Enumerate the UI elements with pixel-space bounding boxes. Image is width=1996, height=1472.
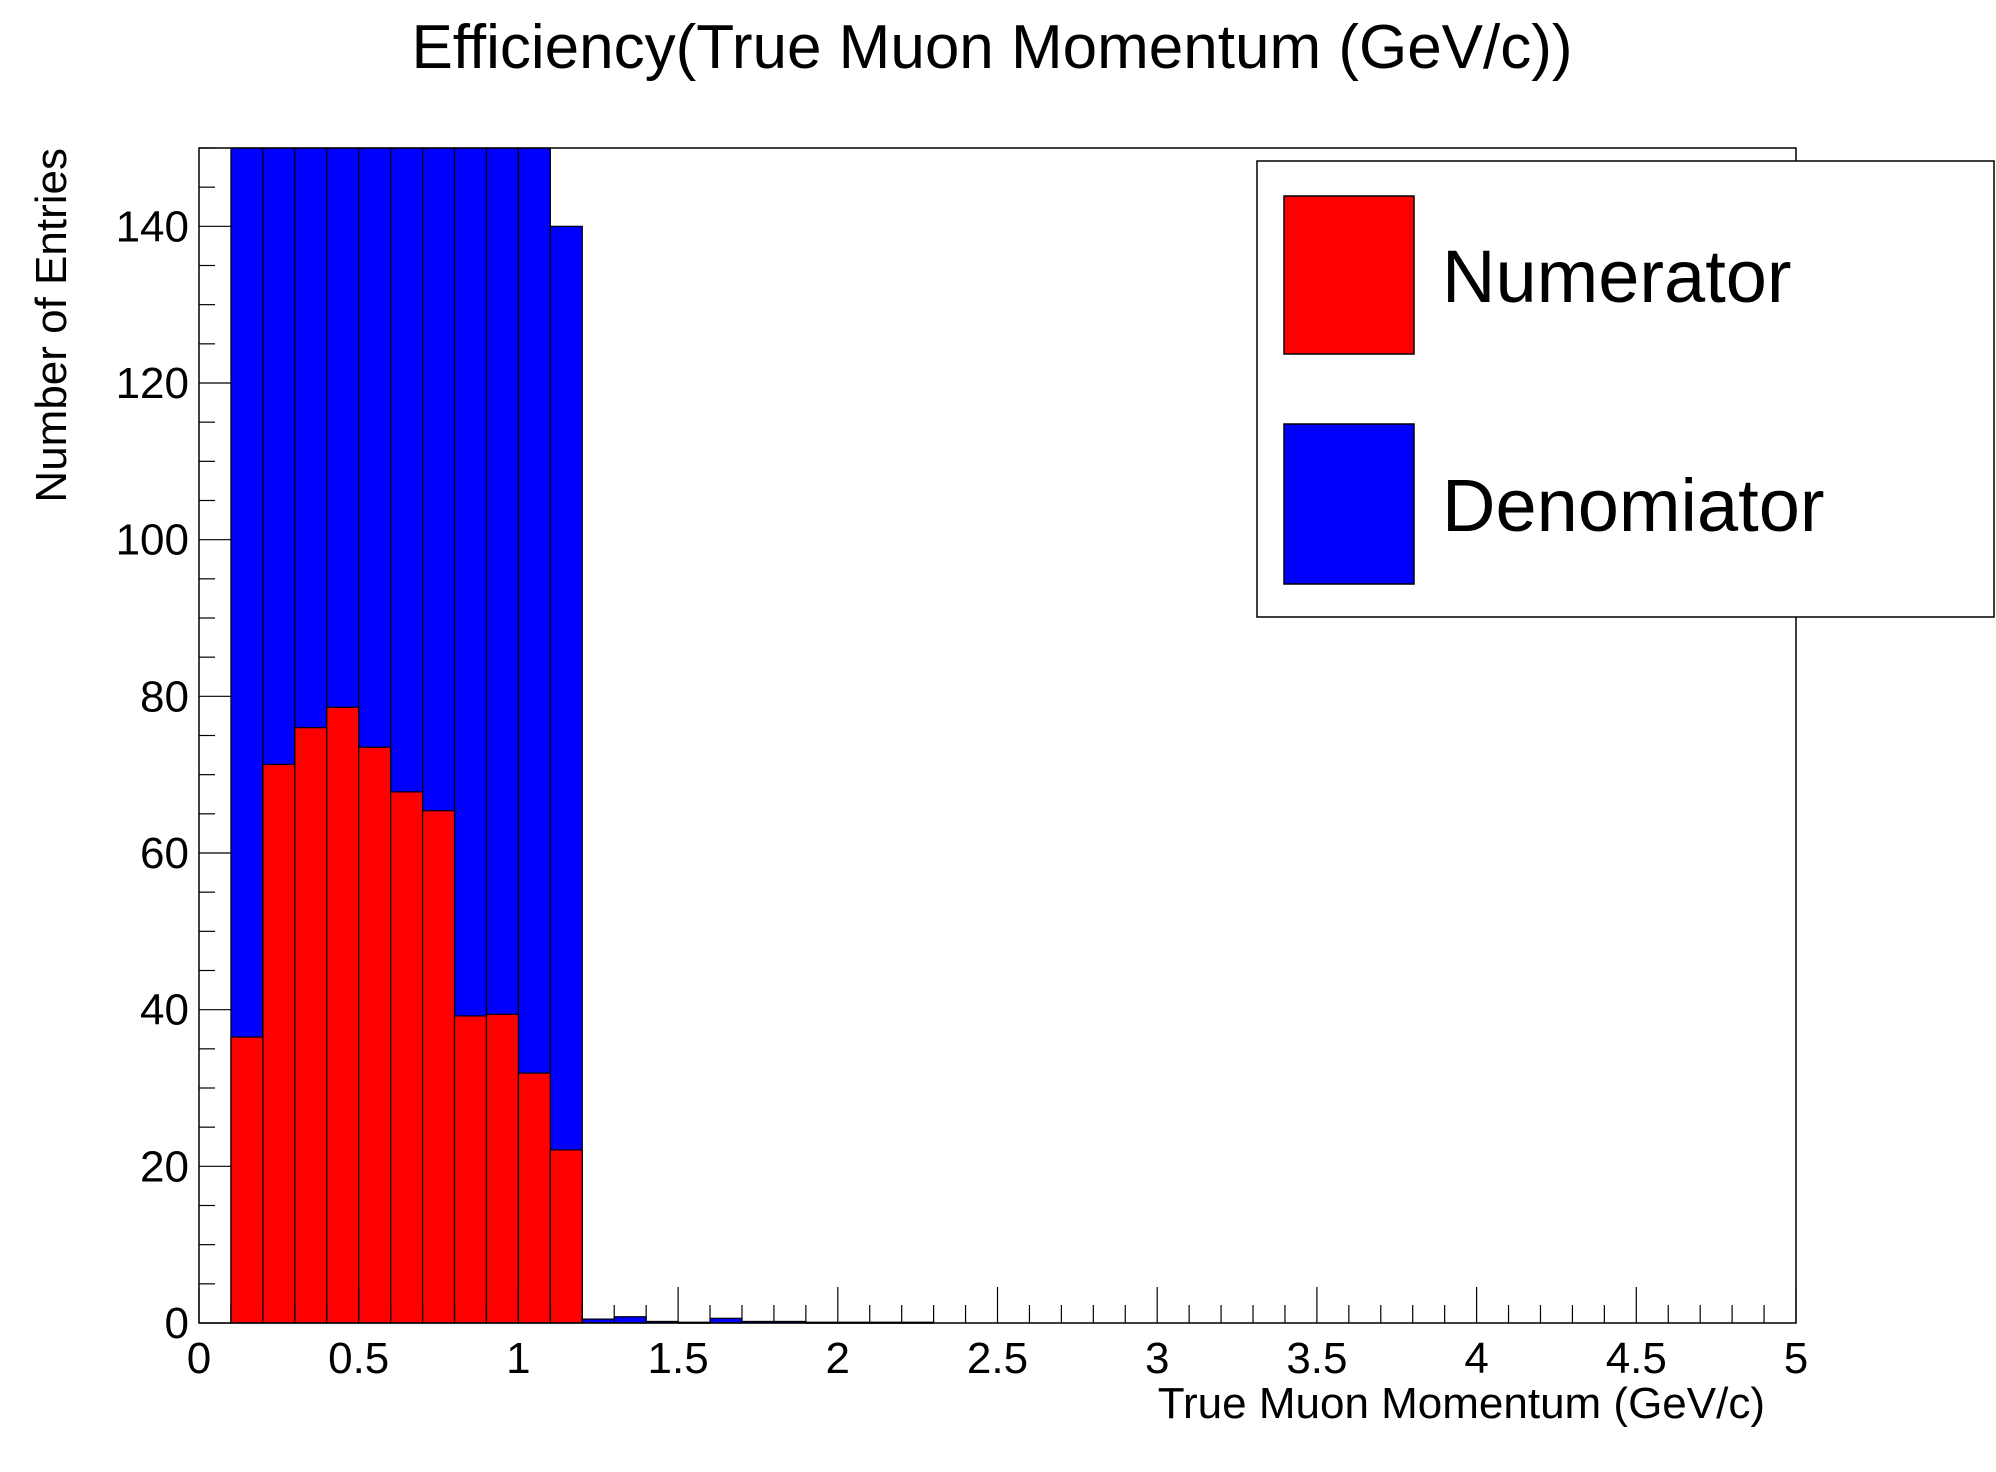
- x-tick-label: 0: [187, 1334, 211, 1383]
- bar-numerator-4: [358, 746, 392, 1324]
- bar-denomiator-12: [613, 1316, 647, 1324]
- bar-numerator-9: [517, 1072, 551, 1324]
- y-tick-label: 60: [140, 829, 189, 878]
- y-tick-label: 80: [140, 672, 189, 721]
- chart-title: Efficiency(True Muon Momentum (GeV/c)): [411, 13, 1572, 82]
- legend-swatch-numerator: [1283, 195, 1415, 355]
- x-tick-label: 1.5: [648, 1334, 709, 1383]
- bar-numerator-8: [485, 1013, 519, 1324]
- bar-numerator-2: [294, 727, 328, 1324]
- y-tick-label: 20: [140, 1142, 189, 1191]
- x-tick-label: 4.5: [1606, 1334, 1667, 1383]
- x-tick-label: 0.5: [328, 1334, 389, 1383]
- x-tick-label: 2: [826, 1334, 850, 1383]
- bar-numerator-3: [326, 706, 360, 1324]
- bars-layer: [230, 147, 935, 1324]
- x-tick-label: 1: [506, 1334, 530, 1383]
- bar-numerator-7: [453, 1015, 488, 1324]
- bar-numerator-0: [230, 1036, 264, 1324]
- x-axis-label: True Muon Momentum (GeV/c): [1158, 1379, 1765, 1428]
- bar-numerator-6: [421, 810, 456, 1324]
- plot-frame: [198, 147, 1797, 1324]
- x-tick-label: 4: [1464, 1334, 1488, 1383]
- legend-swatch-denominator: [1283, 423, 1415, 585]
- y-tick-label: 120: [116, 359, 189, 408]
- y-tick-label: 100: [116, 516, 189, 565]
- legend-label-denominator: Denomiator: [1442, 464, 1825, 547]
- x-tick-label: 3.5: [1286, 1334, 1347, 1383]
- bar-denomiator-10: [549, 225, 583, 1324]
- ticks-layer: 0 0.5 1 1.5 2 2.5 3 3.5 4 4.5 5 0 20 40 60 80 100 120 140: [116, 147, 1808, 1383]
- legend-label-numerator: Numerator: [1442, 235, 1792, 318]
- y-axis-label: Number of Entries: [27, 148, 76, 503]
- y-tick-label: 40: [140, 986, 189, 1035]
- x-tick-label: 3: [1145, 1334, 1169, 1383]
- bar-numerator-5: [390, 791, 424, 1324]
- x-tick-label: 5: [1784, 1334, 1808, 1383]
- y-tick-label: 140: [116, 202, 189, 251]
- bar-numerator-1: [262, 763, 296, 1324]
- legend: Numerator Denomiator: [1256, 160, 1995, 618]
- y-tick-label: 0: [165, 1299, 189, 1348]
- x-tick-label: 2.5: [967, 1334, 1028, 1383]
- bar-numerator-10: [549, 1149, 583, 1324]
